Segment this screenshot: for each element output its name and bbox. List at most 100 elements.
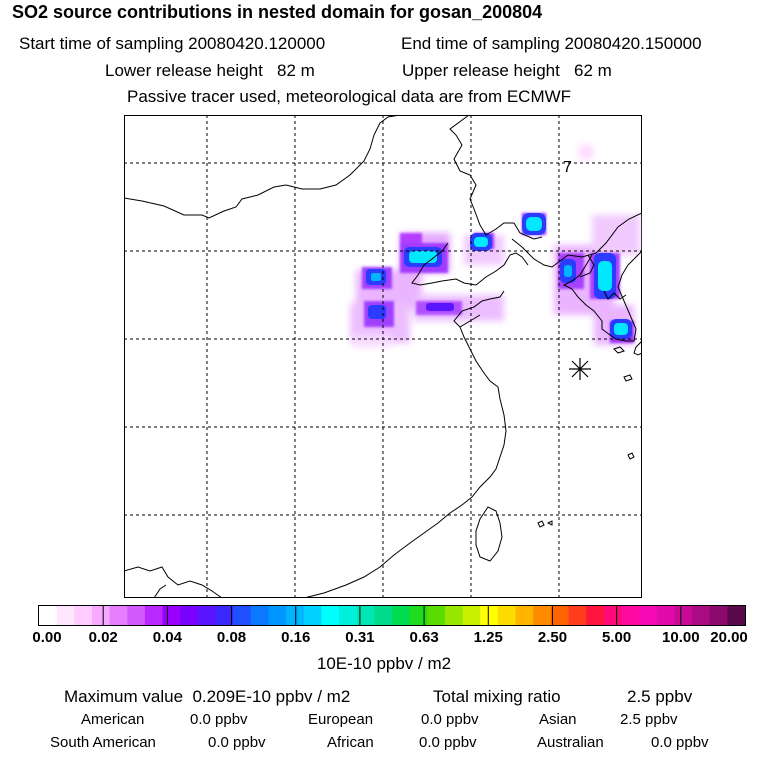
island (623, 374, 633, 382)
island (546, 520, 553, 526)
colorbar-swatch (550, 606, 569, 625)
peak-marker (526, 217, 542, 231)
american-label: American (81, 711, 145, 728)
colorbar-swatch (144, 606, 164, 625)
coast-shandong (453, 290, 505, 328)
colorbar-swatch (56, 606, 75, 625)
border-manchuria (449, 115, 543, 240)
peak-marker (614, 323, 628, 335)
border-korea-north (511, 212, 642, 268)
african-value: 0.0 ppbv (419, 734, 477, 751)
colorbar-swatch (321, 606, 340, 625)
african-label: African (327, 734, 374, 751)
border-mongolia (124, 115, 401, 219)
upper-release-height: Upper release height 62 m (402, 61, 612, 80)
marker-label: 7 (563, 159, 572, 176)
colorbar-swatch (586, 606, 605, 625)
peak-marker (474, 237, 488, 247)
asterisk-stroke (571, 360, 589, 378)
colorbar-swatch (303, 606, 322, 625)
map-panel: 7 (124, 115, 642, 598)
model-info: Passive tracer used, meteorological data… (127, 87, 572, 106)
colorbar-swatch (250, 606, 269, 625)
colorbar-swatch (709, 606, 728, 625)
colorbar-swatch (480, 606, 499, 625)
colorbar-units: 10E-10 ppbv / m2 (316, 654, 452, 673)
colorbar-swatch (427, 606, 446, 625)
lower-release-height: Lower release height 82 m (105, 61, 315, 80)
island-taiwan (475, 506, 503, 562)
receptor-asterisk-icon (569, 358, 591, 380)
australian-value: 0.0 ppbv (651, 734, 709, 751)
colorbar-swatch (74, 606, 93, 625)
colorbar-swatch (356, 606, 375, 625)
south-american-label: South American (50, 734, 156, 751)
colorbar-tick-label: 5.00 (602, 629, 632, 646)
island (537, 520, 545, 528)
colorbar-tick-label: 0.31 (345, 629, 375, 646)
colorbar-swatch (568, 606, 587, 625)
border-korea-dmz (603, 290, 627, 300)
colorbar-tick-label: 0.16 (281, 629, 311, 646)
colorbar-tick-label: 0.02 (88, 629, 118, 646)
colorbar-swatch (515, 606, 534, 625)
colorbar-swatch (727, 606, 746, 625)
colorbar-swatch (533, 606, 552, 625)
colorbar-swatch (603, 606, 622, 625)
coast-china-east (303, 326, 507, 598)
colorbar-swatch (462, 606, 481, 625)
colorbar-swatch (109, 606, 128, 625)
colorbar-swatch (91, 606, 111, 625)
peak-marker (426, 303, 454, 311)
coast-japan (633, 340, 642, 356)
coast-korea-west (579, 254, 595, 278)
colorbar-swatch (127, 606, 146, 625)
south-american-value: 0.0 ppbv (208, 734, 266, 751)
start-time: Start time of sampling 20080420.120000 (19, 34, 326, 53)
colorbar-swatch (162, 606, 181, 625)
colorbar-swatch (639, 606, 658, 625)
border-southwest (124, 566, 223, 598)
max-value: Maximum value 0.209E-10 ppbv / m2 (64, 687, 351, 706)
haze-patch (579, 145, 593, 159)
colorbar-tick-label: 0.00 (32, 629, 62, 646)
graticule (124, 115, 642, 598)
colorbar-canvas (39, 606, 746, 625)
colorbar-swatch (180, 606, 199, 625)
colorbar-tick-label: 0.63 (409, 629, 439, 646)
european-label: European (308, 711, 374, 728)
peak-marker (368, 305, 386, 319)
peak-marker (564, 265, 572, 277)
colorbar-swatch (39, 606, 58, 625)
australian-label: Australian (537, 734, 604, 751)
peak-marker (371, 273, 381, 281)
island-jeju (613, 346, 625, 354)
island (627, 452, 635, 460)
american-value: 0.0 ppbv (190, 711, 248, 728)
colorbar-swatch (656, 606, 675, 625)
colorbar-tick-label: 2.50 (537, 629, 568, 646)
colorbar-tick-label: 0.04 (152, 629, 182, 646)
haze-patch (592, 215, 640, 255)
colorbar-tick-label: 10.00 (662, 629, 700, 646)
colorbar-swatch (286, 606, 305, 625)
asian-value: 2.5 ppbv (620, 711, 678, 728)
european-value: 0.0 ppbv (421, 711, 479, 728)
concentration-peaks (366, 213, 632, 339)
colorbar-swatch (215, 606, 234, 625)
colorbar-tick-label: 0.08 (216, 629, 247, 646)
border-vietnam (153, 584, 167, 598)
coast-bohai (411, 242, 529, 286)
map-canvas: 7 (124, 115, 642, 598)
colorbar-swatch (621, 606, 640, 625)
coast-korea (562, 250, 642, 342)
colorbar-swatch (233, 606, 252, 625)
colorbar-swatch (692, 606, 711, 625)
colorbar-swatch (339, 606, 358, 625)
colorbar-swatch (392, 606, 411, 625)
colorbar (38, 605, 746, 626)
colorbar-swatch (197, 606, 216, 625)
colorbar-tick-label: 1.25 (473, 629, 503, 646)
colorbar-swatch (409, 606, 428, 625)
total-mixing-label: Total mixing ratio (433, 687, 561, 706)
